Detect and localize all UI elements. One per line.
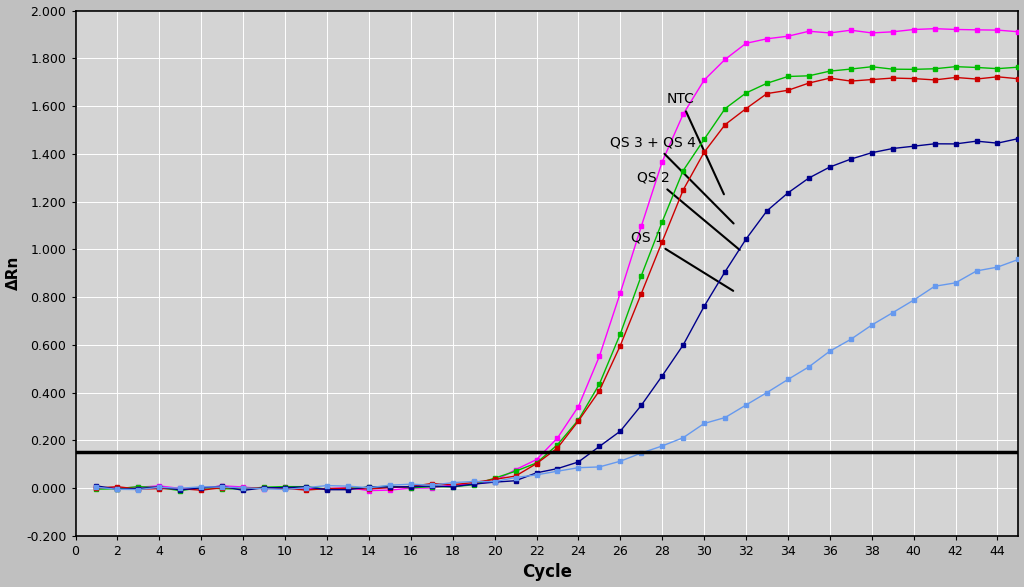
Text: QS 1: QS 1 [631, 231, 733, 291]
Text: NTC: NTC [667, 92, 724, 194]
Text: QS 2: QS 2 [637, 171, 739, 250]
X-axis label: Cycle: Cycle [522, 564, 572, 582]
Text: QS 3 + QS 4: QS 3 + QS 4 [610, 135, 733, 224]
Y-axis label: ΔRn: ΔRn [5, 256, 20, 291]
